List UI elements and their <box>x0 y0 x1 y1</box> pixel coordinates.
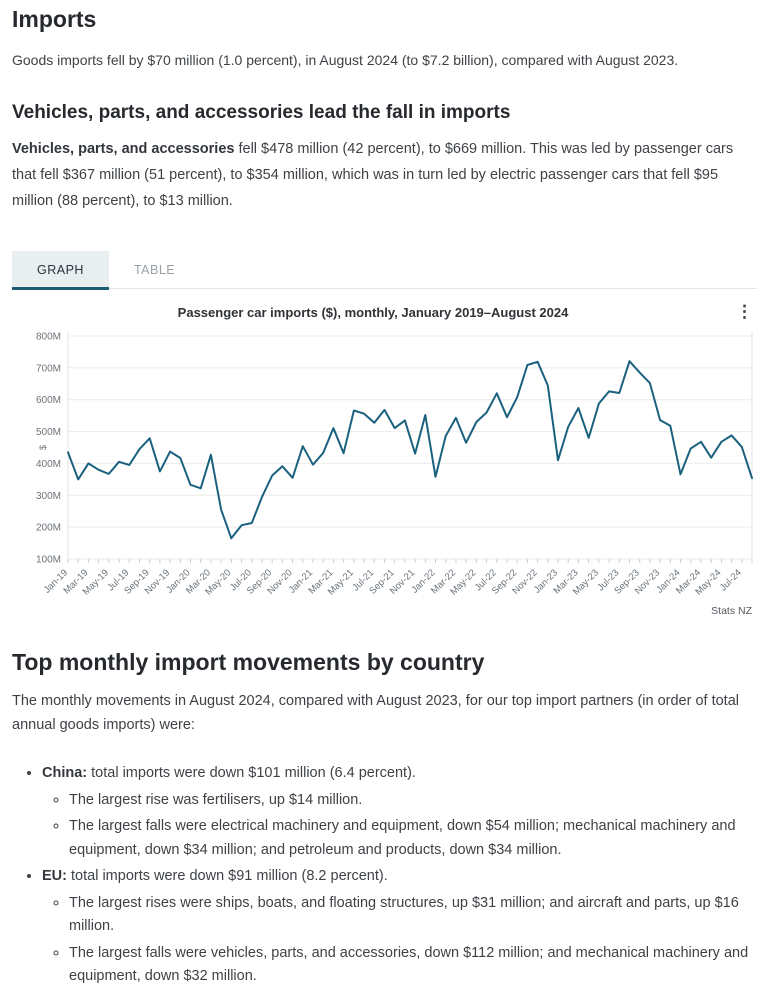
svg-text:600M: 600M <box>36 396 61 407</box>
country-sub-list: The largest rise was fertilisers, up $14… <box>42 789 757 862</box>
vehicles-section-heading: Vehicles, parts, and accessories lead th… <box>12 102 511 123</box>
country-section-heading: Top monthly import movements by country <box>12 649 485 676</box>
country-sub-bullet: The largest falls were vehicles, parts, … <box>69 942 757 989</box>
svg-text:800M: 800M <box>36 332 61 343</box>
svg-text:500M: 500M <box>36 427 61 438</box>
svg-text:Jul-24: Jul-24 <box>718 568 744 594</box>
country-bullet: China: total imports were down $101 mill… <box>42 762 757 862</box>
country-bullet-list: China: total imports were down $101 mill… <box>12 762 757 988</box>
country-intro-paragraph: The monthly movements in August 2024, co… <box>12 693 739 734</box>
imports-summary-paragraph: Goods imports fell by $70 million (1.0 p… <box>12 52 679 68</box>
country-sub-bullet: The largest rise was fertilisers, up $14… <box>69 789 757 812</box>
svg-text:700M: 700M <box>36 364 61 375</box>
svg-text:$: $ <box>38 445 48 450</box>
page-title: Imports <box>12 6 97 32</box>
vehicles-paragraph-text: fell $478 million (42 percent), to $669 … <box>12 141 734 209</box>
svg-text:300M: 300M <box>36 491 61 502</box>
svg-text:200M: 200M <box>36 523 61 534</box>
country-sub-bullet: The largest falls were electrical machin… <box>69 815 757 862</box>
vehicles-paragraph-bold-lead: Vehicles, parts, and accessories <box>12 141 235 157</box>
country-bullet: EU: total imports were down $91 million … <box>42 865 757 988</box>
country-sub-list: The largest rises were ships, boats, and… <box>42 892 757 989</box>
tab-graph[interactable]: GRAPH <box>12 251 109 291</box>
tab-table[interactable]: TABLE <box>133 263 176 278</box>
kebab-menu-icon[interactable]: ⋮ <box>736 302 753 322</box>
svg-text:100M: 100M <box>36 555 61 566</box>
country-sub-bullet: The largest rises were ships, boats, and… <box>69 892 757 939</box>
passenger-car-imports-line-chart[interactable]: 100M200M300M400M500M600M700M800MJan-19Ma… <box>0 322 769 622</box>
tab-bar: GRAPH TABLE <box>12 251 757 291</box>
svg-text:400M: 400M <box>36 459 61 470</box>
chart-header: Passenger car imports ($), monthly, Janu… <box>0 297 769 322</box>
page: Imports Goods imports fell by $70 millio… <box>0 6 769 989</box>
country-bullet-lead: EU: <box>42 868 67 885</box>
chart-card: Passenger car imports ($), monthly, Janu… <box>0 297 769 627</box>
country-bullet-lead: China: <box>42 765 88 782</box>
vehicles-paragraph: Vehicles, parts, and accessories fell $4… <box>12 137 757 214</box>
chart-title: Passenger car imports ($), monthly, Janu… <box>177 305 569 321</box>
svg-text:Stats NZ: Stats NZ <box>711 605 752 617</box>
